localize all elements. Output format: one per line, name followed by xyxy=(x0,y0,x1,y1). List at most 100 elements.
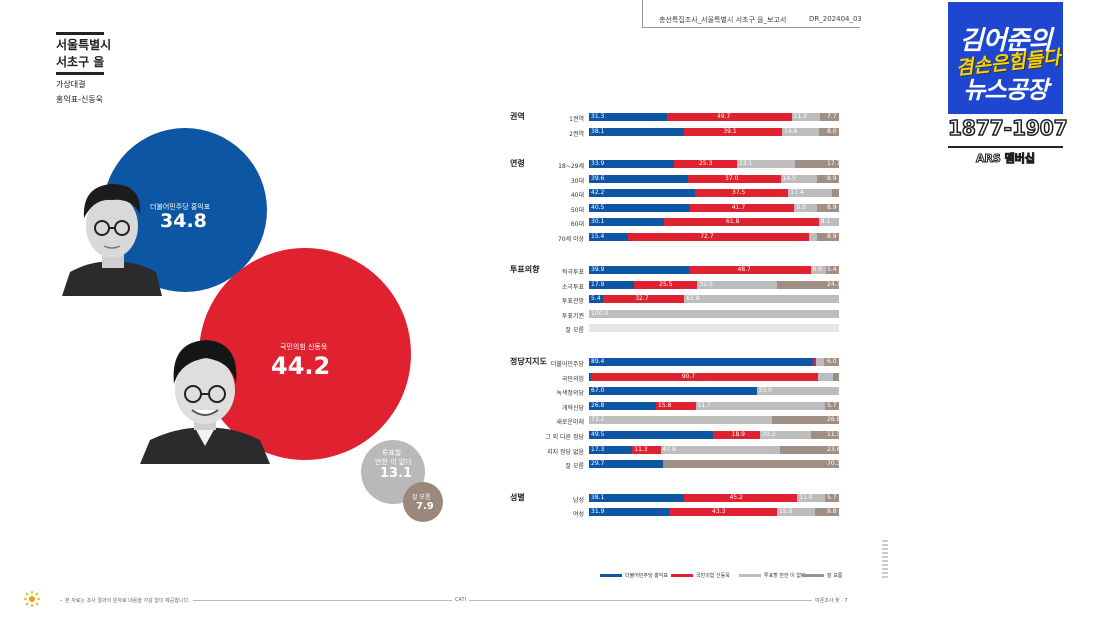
data-label: 39.6 xyxy=(591,175,605,182)
bar-segment xyxy=(756,387,839,395)
row-label: 투표관망 xyxy=(561,298,584,305)
row-label: 18~29세 xyxy=(558,163,584,170)
bar-segment xyxy=(589,266,689,274)
data-label: 17.3 xyxy=(591,446,605,453)
bar-segment xyxy=(818,218,839,226)
row-label: 40대 xyxy=(570,192,584,199)
row-label: 1권역 xyxy=(569,116,584,123)
sun-logo-icon xyxy=(24,591,40,607)
bar-segment xyxy=(589,295,603,303)
row-label: 투표기권 xyxy=(561,313,584,320)
bar-segment xyxy=(737,160,795,168)
data-label: 20.3 xyxy=(762,431,776,438)
bar-segment xyxy=(688,175,781,183)
data-label: 8.1 xyxy=(820,218,831,225)
data-label: 23.6 xyxy=(827,446,841,453)
footer-note: 본 자료는 조사 결과의 원자료 내용을 가감 없이 제공합니다. xyxy=(62,597,193,604)
bubble-unsure xyxy=(403,482,443,522)
bar-segment xyxy=(589,128,685,136)
data-label: 89.4 xyxy=(591,358,605,365)
bubble-unsure-label: 잘 모름 xyxy=(412,494,431,501)
page-header: 서울특별시 서초구 을 가상대결 홍익표-신동욱 xyxy=(56,32,111,105)
bubble-none-label-2: 만한 이 없다 xyxy=(375,458,412,466)
bubble-hong-value: 34.8 xyxy=(160,210,207,232)
bar-segment xyxy=(589,508,669,516)
data-label: 6.0 xyxy=(827,358,837,365)
bar-segment xyxy=(656,402,696,410)
data-label: 14.8 xyxy=(784,128,798,135)
bar-segment xyxy=(695,402,825,410)
bar-segment xyxy=(816,204,839,212)
data-label: 100.0 xyxy=(591,310,609,317)
data-label: 33.0 xyxy=(758,387,772,394)
data-label: 18.9 xyxy=(731,431,745,438)
bar-segment xyxy=(589,175,688,183)
bar-segment xyxy=(694,189,789,197)
bar-segment xyxy=(777,281,839,289)
bar-segment xyxy=(824,358,839,366)
data-label: 11.3 xyxy=(634,446,648,453)
bar-segment xyxy=(660,446,780,454)
broadcast-phone: 1877-1907 xyxy=(947,115,1068,141)
bar-segment xyxy=(589,189,695,197)
bubble-none-value: 13.1 xyxy=(380,466,413,481)
bubble-none-label-1: 투표할 xyxy=(382,449,402,457)
data-label: 26.8 xyxy=(827,416,841,423)
data-label: 72.7 xyxy=(700,233,714,240)
legend-swatch xyxy=(671,574,693,577)
data-label: 61.8 xyxy=(686,295,700,302)
row-label: 30대 xyxy=(570,178,584,185)
row-label: 더불어민주당 xyxy=(550,361,584,368)
row-label: 새로운미래 xyxy=(556,419,584,426)
matchup-line-2: 홍익표-신동욱 xyxy=(56,95,104,104)
bar-segment xyxy=(816,233,839,241)
data-label: 38.1 xyxy=(591,128,605,135)
bar-segment xyxy=(589,358,813,366)
footer-page: 여론조사 꽃 · 7 xyxy=(812,597,851,604)
bar-segment xyxy=(633,281,698,289)
data-label: 11.3 xyxy=(827,431,841,438)
data-label: 8.9 xyxy=(827,233,837,240)
data-label: 39.9 xyxy=(591,266,605,273)
legend-label: 투표할 만한 이 없다 xyxy=(764,573,806,579)
bar-segment xyxy=(824,402,839,410)
bar-segment xyxy=(788,189,832,197)
data-label: 8.9 xyxy=(827,175,837,182)
bar-segment xyxy=(589,160,674,168)
data-label: 23.1 xyxy=(739,160,753,167)
bar-segment xyxy=(632,446,661,454)
bar-segment xyxy=(663,460,839,468)
row-label: 개혁신당 xyxy=(561,405,584,412)
data-label: 9.0 xyxy=(796,204,806,211)
legend-swatch xyxy=(802,574,824,577)
bar-segment xyxy=(814,508,839,516)
row-label: 50대 xyxy=(570,207,584,214)
bar-segment xyxy=(589,233,628,241)
row-label: 잘 모름 xyxy=(565,327,584,334)
bar-segment xyxy=(780,446,839,454)
header-rule-top xyxy=(56,32,104,35)
legend-swatch xyxy=(600,574,622,577)
bar-segment xyxy=(667,113,792,121)
bar-segment xyxy=(772,416,839,424)
group-label: 투표의향 xyxy=(510,265,540,274)
bar-segment xyxy=(809,233,817,241)
data-label: 31.3 xyxy=(591,113,605,120)
bar-segment xyxy=(589,281,634,289)
data-label: 67.0 xyxy=(591,387,605,394)
candidate-hong-portrait xyxy=(62,184,162,296)
vertical-side-note xyxy=(882,540,888,580)
bubble-hong-label: 더불어민주당 홍익표 xyxy=(150,203,211,211)
data-label: 5.4 xyxy=(591,295,601,302)
bubble-shin-label: 국민의힘 신동욱 xyxy=(280,343,328,351)
bar-segment xyxy=(824,494,839,502)
group-label: 권역 xyxy=(510,112,525,121)
bar-segment xyxy=(812,358,816,366)
row-label: 녹색정의당 xyxy=(556,390,584,397)
bar-segment xyxy=(791,113,820,121)
row-label: 소극투표 xyxy=(561,284,584,291)
bar-segment xyxy=(782,128,819,136)
bar-segment xyxy=(697,281,778,289)
footer-rule xyxy=(60,600,840,601)
